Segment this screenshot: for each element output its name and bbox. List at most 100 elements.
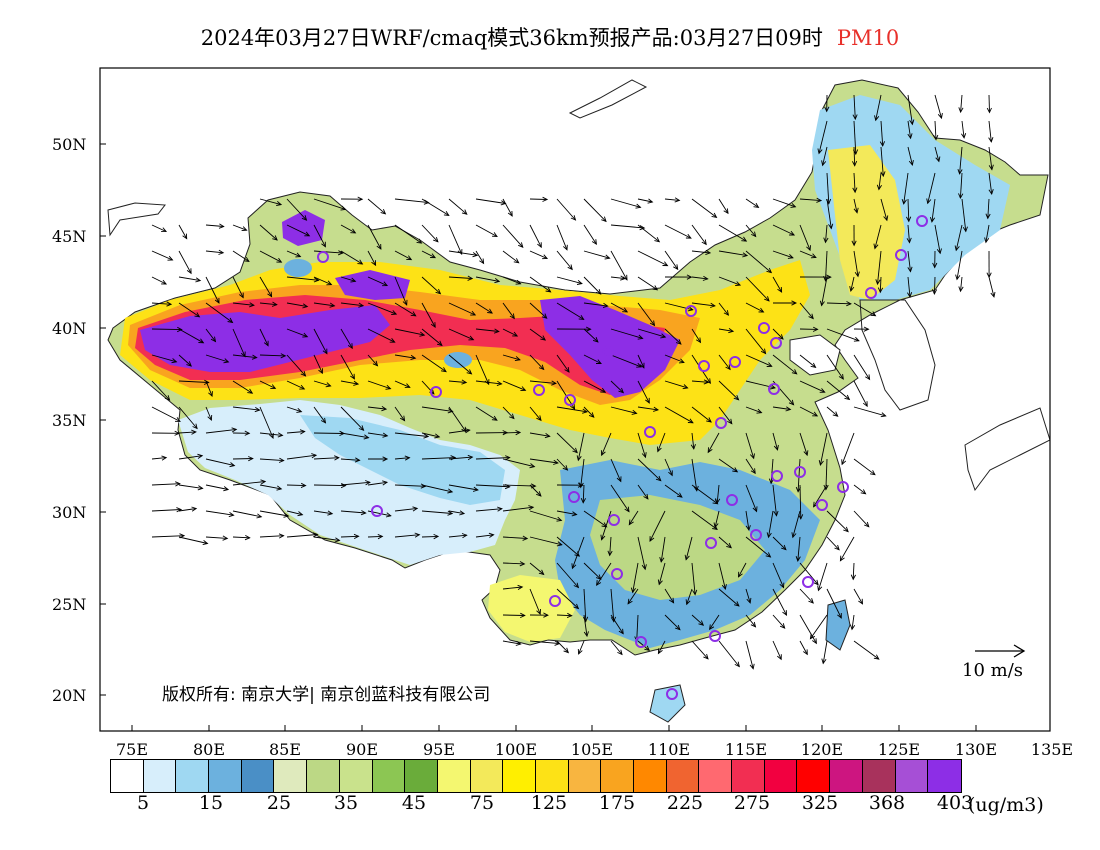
legend-color-box xyxy=(470,760,504,792)
legend-tick: 403 xyxy=(936,792,974,814)
kazakh-lake xyxy=(107,202,166,237)
wind-arrow xyxy=(610,224,646,231)
wind-arrow xyxy=(475,532,495,538)
legend-color-box xyxy=(732,760,765,792)
wind-arrow xyxy=(394,532,421,538)
wind-arrow xyxy=(718,198,729,215)
wind-arrow xyxy=(826,510,849,533)
wind-arrow xyxy=(826,536,840,551)
wind-arrow xyxy=(876,172,882,191)
wind-arrow xyxy=(421,455,457,461)
wind-arrow xyxy=(448,379,468,385)
wind-arrow xyxy=(799,640,808,656)
wind-arrow xyxy=(691,198,718,219)
wind-arrow xyxy=(984,224,990,244)
wind-arrow xyxy=(502,561,526,567)
wind-arrow xyxy=(932,250,938,269)
wind-arrow xyxy=(367,533,384,540)
legend-color-box xyxy=(699,760,733,792)
wind-arrow xyxy=(556,458,569,471)
wind-arrow xyxy=(340,196,364,202)
wind-arrow xyxy=(664,380,689,390)
wind-arrow xyxy=(766,510,774,539)
legend-tick: 225 xyxy=(666,792,704,814)
city-marker xyxy=(837,481,849,493)
wind-arrow xyxy=(691,249,712,256)
wind-arrow xyxy=(580,484,586,504)
legend-color-box xyxy=(503,760,536,792)
wind-arrow xyxy=(529,484,542,497)
wind-arrow xyxy=(367,328,396,343)
wind-arrow xyxy=(986,94,992,114)
wind-arrow xyxy=(421,354,447,373)
wind-arrow xyxy=(367,432,389,438)
wind-arrow xyxy=(664,484,683,498)
wind-arrow xyxy=(529,302,548,319)
legend-color-box xyxy=(797,760,831,792)
wind-arrow xyxy=(685,588,693,606)
legend-color-box xyxy=(830,760,863,792)
copyright-text: 版权所有: 南京大学| 南京创蓝科技有限公司 xyxy=(162,685,491,705)
wind-arrow xyxy=(718,302,730,316)
wind-arrow xyxy=(571,536,585,570)
legend-color-box xyxy=(241,760,275,792)
wind-arrow xyxy=(817,120,828,155)
wind-arrow xyxy=(907,94,915,126)
lon-label-135: 135E xyxy=(1030,740,1074,759)
wind-arrow xyxy=(664,354,685,364)
wind-arrow xyxy=(286,453,318,460)
wind-arrow xyxy=(367,198,387,215)
wind-arrow xyxy=(907,276,913,298)
wind-arrow xyxy=(799,614,817,645)
wind-arrow xyxy=(421,276,442,295)
legend-tick: 275 xyxy=(733,792,771,814)
wind-arrow xyxy=(367,480,389,486)
wind-arrow xyxy=(745,536,772,558)
wind-arrow xyxy=(961,198,968,233)
wind-arrow xyxy=(475,506,503,512)
wind-arrow xyxy=(583,302,609,309)
wind-arrow xyxy=(664,328,682,345)
city-marker xyxy=(635,636,647,648)
wind-arrow xyxy=(664,458,673,477)
wind-arrow xyxy=(799,197,823,203)
wind-arrow xyxy=(628,510,639,526)
legend-color-box xyxy=(405,760,438,792)
wind-arrow xyxy=(745,588,752,604)
wind-arrow xyxy=(232,510,263,519)
wind-arrow xyxy=(772,198,797,208)
wind-arrow xyxy=(448,198,468,215)
wind-arrow xyxy=(907,120,913,140)
wind-arrow xyxy=(637,354,645,369)
wind-arrow xyxy=(583,276,602,295)
lon-label-130: 130E xyxy=(954,740,998,759)
wind-arrow xyxy=(313,455,340,461)
wind-arrow xyxy=(367,406,388,412)
wind-arrow xyxy=(823,458,829,491)
lat-label-35: 35N xyxy=(52,411,87,430)
lon-label-90: 90E xyxy=(345,740,379,759)
city-marker xyxy=(794,466,806,478)
lon-label-120: 120E xyxy=(800,740,844,759)
wind-arrow xyxy=(232,354,258,360)
wind-arrow xyxy=(874,94,882,122)
wind-arrow xyxy=(151,430,181,436)
legend-color-box xyxy=(568,760,602,792)
wind-arrow xyxy=(799,250,817,259)
wind-arrow xyxy=(556,562,580,589)
wind-scale-label: 10 m/s xyxy=(962,660,1023,681)
wind-arrow xyxy=(286,302,309,309)
wind-arrow xyxy=(934,224,942,255)
tibet-low-region xyxy=(178,400,520,565)
wind-arrow xyxy=(849,276,855,293)
wind-arrow xyxy=(839,536,855,562)
wind-arrow xyxy=(664,274,693,280)
wind-arrow xyxy=(421,328,443,347)
wind-arrow xyxy=(529,250,549,260)
city-marker xyxy=(802,576,814,588)
wind-arrow xyxy=(745,406,763,414)
wind-arrow xyxy=(745,328,767,355)
wind-arrow xyxy=(205,406,213,421)
wind-arrow xyxy=(178,328,205,344)
wind-arrow xyxy=(791,510,801,539)
